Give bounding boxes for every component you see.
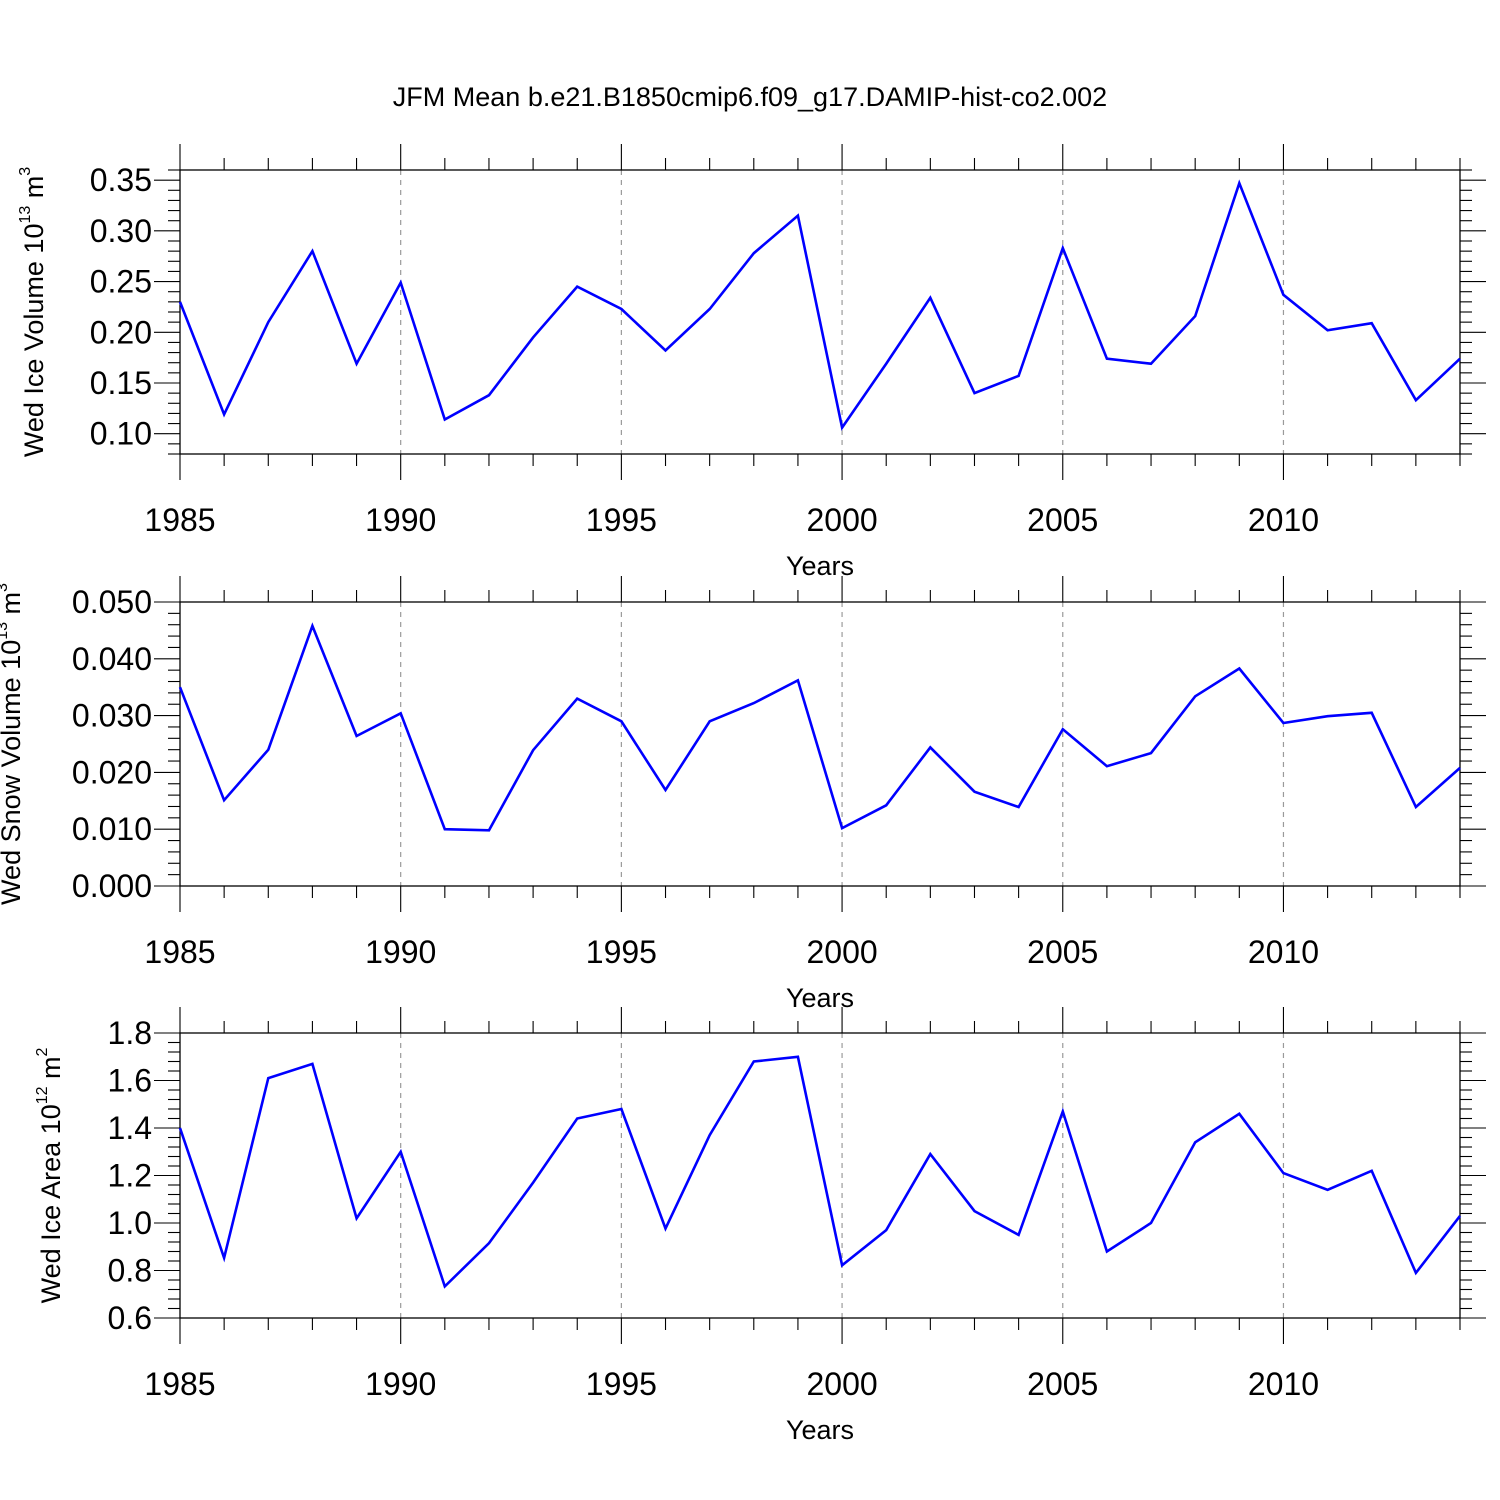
y-tick-label: 1.2 bbox=[108, 1158, 152, 1194]
x-tick-label: 1990 bbox=[365, 934, 436, 970]
x-tick-label: 2000 bbox=[806, 934, 877, 970]
y-tick-label: 0.30 bbox=[90, 213, 152, 249]
y-tick-label: 0.20 bbox=[90, 314, 152, 350]
y-tick-label: 0.35 bbox=[90, 162, 152, 198]
plot-frame bbox=[179, 601, 1461, 887]
y-tick-label: 1.6 bbox=[108, 1063, 152, 1099]
x-tick-label: 1985 bbox=[144, 934, 215, 970]
x-tick-label: 2000 bbox=[806, 502, 877, 538]
chart-panel-1: 0.10 0.15 0.20 0.25 0.30 0.35 1985 1990 1995 2000… bbox=[17, 144, 1486, 581]
series-line bbox=[178, 622, 1461, 832]
y-axis-label: Wed Snow Volume 1013 m3 bbox=[0, 583, 26, 905]
x-tick-label: 2005 bbox=[1027, 1366, 1098, 1402]
x-axis-label: Years bbox=[786, 551, 854, 581]
y-tick-label: 1.8 bbox=[108, 1015, 152, 1051]
y-tick-label: 1.0 bbox=[108, 1205, 152, 1241]
x-tick-label: 2000 bbox=[806, 1366, 877, 1402]
y-tick-label: 0.010 bbox=[72, 811, 152, 847]
x-tick-label: 1995 bbox=[586, 934, 657, 970]
y-tick-label: 0.8 bbox=[108, 1253, 152, 1289]
x-tick-label: 2010 bbox=[1248, 934, 1319, 970]
x-tick-label: 2005 bbox=[1027, 502, 1098, 538]
y-tick-label: 0.040 bbox=[72, 641, 152, 677]
series-line bbox=[178, 179, 1461, 431]
x-tick-label: 2005 bbox=[1027, 934, 1098, 970]
x-tick-label: 1990 bbox=[365, 502, 436, 538]
y-tick-label: 0.6 bbox=[108, 1300, 152, 1336]
y-tick-label: 0.25 bbox=[90, 264, 152, 300]
chart-panel-2: 0.000 0.010 0.020 0.030 0.040 0.050 1985 1990 19… bbox=[0, 576, 1486, 1013]
figure-title: JFM Mean b.e21.B1850cmip6.f09_g17.DAMIP-… bbox=[393, 82, 1107, 112]
x-tick-label: 2010 bbox=[1248, 1366, 1319, 1402]
y-tick-label: 0.030 bbox=[72, 698, 152, 734]
x-tick-label: 1985 bbox=[144, 1366, 215, 1402]
y-tick-label: 0.050 bbox=[72, 584, 152, 620]
x-tick-label: 1990 bbox=[365, 1366, 436, 1402]
x-tick-label: 1985 bbox=[144, 502, 215, 538]
series-line bbox=[178, 1055, 1462, 1289]
y-axis-label: Wed Ice Area 1012 m2 bbox=[34, 1047, 66, 1303]
plot-frame bbox=[179, 169, 1461, 455]
x-axis-label: Years bbox=[786, 1415, 854, 1445]
x-tick-label: 1995 bbox=[586, 1366, 657, 1402]
x-tick-label: 2010 bbox=[1248, 502, 1319, 538]
y-tick-label: 0.15 bbox=[90, 365, 152, 401]
y-tick-label: 0.10 bbox=[90, 416, 152, 452]
chart-panels: 0.10 0.15 0.20 0.25 0.30 0.35 1985 1990 1995 2000… bbox=[0, 144, 1486, 1445]
x-axis-label: Years bbox=[786, 983, 854, 1013]
x-tick-label: 1995 bbox=[586, 502, 657, 538]
plot-frame bbox=[179, 1032, 1461, 1319]
chart-panel-3: 0.6 0.8 1.0 1.2 1.4 1.6 1.8 1985 1990 1995 2000 200… bbox=[34, 1007, 1486, 1445]
y-axis-label: Wed Ice Volume 1013 m3 bbox=[17, 167, 49, 457]
y-tick-label: 1.4 bbox=[108, 1110, 152, 1146]
y-tick-label: 0.020 bbox=[72, 754, 152, 790]
y-tick-label: 0.000 bbox=[72, 868, 152, 904]
